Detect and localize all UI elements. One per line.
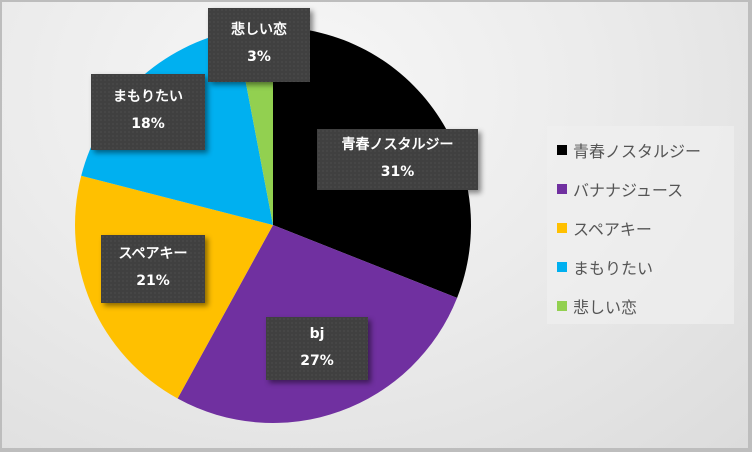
label-pct: 3% xyxy=(247,49,271,65)
legend-label: 悲しい恋 xyxy=(573,298,638,317)
legend-swatch-icon xyxy=(557,184,567,194)
legend-swatch-icon xyxy=(557,145,567,155)
label-pct: 27% xyxy=(300,353,334,369)
label-name: 青春ノスタルジー xyxy=(341,137,454,153)
data-label-mamoritai: まもりたい 18% xyxy=(91,74,205,150)
legend-swatch-icon xyxy=(557,223,567,233)
data-label-spare-key: スペアキー 21% xyxy=(101,235,205,303)
label-pct: 18% xyxy=(131,116,165,132)
label-name: bj xyxy=(309,326,325,342)
label-pct: 21% xyxy=(136,273,170,289)
data-label-bj: bj 27% xyxy=(266,317,368,380)
label-name: スペアキー xyxy=(118,246,188,262)
label-pct: 31% xyxy=(380,164,415,180)
data-label-seishun: 青春ノスタルジー 31% xyxy=(317,129,478,190)
label-name: 悲しい恋 xyxy=(231,22,287,38)
legend-item: 青春ノスタルジー xyxy=(557,140,702,161)
legend-label: 青春ノスタルジー xyxy=(573,142,702,161)
legend-item: 悲しい恋 xyxy=(557,296,638,317)
legend-item: スペアキー xyxy=(557,218,652,239)
legend-swatch-icon xyxy=(557,262,567,272)
legend-swatch-icon xyxy=(557,301,567,311)
data-label-kanashii-koi: 悲しい恋 3% xyxy=(208,8,310,82)
label-name: まもりたい xyxy=(113,89,183,105)
legend-label: まもりたい xyxy=(573,259,654,278)
legend-label: スペアキー xyxy=(573,220,652,239)
legend-item: まもりたい xyxy=(557,257,654,278)
legend-label: バナナジュース xyxy=(573,181,684,200)
legend-item: バナナジュース xyxy=(557,179,684,200)
legend: 青春ノスタルジー バナナジュース スペアキー まもりたい 悲しい恋 xyxy=(547,126,734,324)
